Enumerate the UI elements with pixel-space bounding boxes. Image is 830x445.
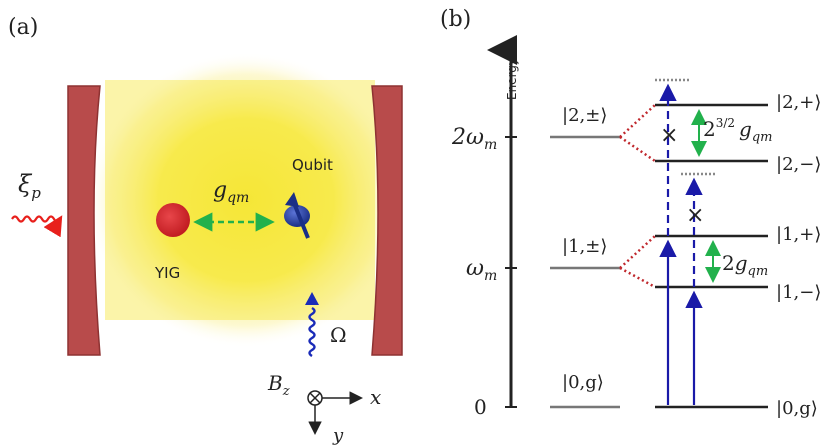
x-axis-label: x [370,385,381,409]
panel-a-label: (a) [8,15,38,40]
state-1-plus: |1,+⟩ [776,224,821,245]
bare-state-1: |1,±⟩ [562,236,607,257]
left-mirror [67,85,101,356]
y-axis-label: y [332,425,344,445]
energy-axis-label: Energy [505,58,519,100]
state-2-minus: |2,−⟩ [776,154,821,175]
panel-b: (b) Energy 0 ωm 2ωm |0,g⟩ |1,±⟩ |2,±⟩ [440,7,821,419]
field-cross-2 [309,392,321,404]
tick-label-omega: ωm [466,256,497,284]
bare-state-2: |2,±⟩ [562,105,607,126]
qubit-label: Qubit [292,156,333,174]
splitting-label-1: 2gqm [722,251,768,279]
state-1-minus: |1,−⟩ [776,282,821,303]
bare-state-0g: |0,g⟩ [562,372,604,393]
blocked-mark-lower: × [686,203,704,228]
splitting-label-2: 23/2 gqm [703,116,773,145]
coupling-label: gqm [213,178,249,206]
state-2-plus: |2,+⟩ [776,92,821,113]
panel-a: (a) ξp YIG gqm Qubit Ω Bz [8,15,406,445]
state-0g: |0,g⟩ [776,398,818,419]
tick-label-2omega: 2ωm [451,125,497,153]
blocked-mark-upper: × [660,123,678,148]
tick-label-0: 0 [474,395,487,419]
omega-wave-head [305,292,319,305]
omega-wave [308,306,316,358]
split-line-1-up [619,235,656,269]
split-line-1-down [619,266,656,289]
cavity-field-glow [86,52,406,348]
yig-label: YIG [154,264,180,282]
drive-wave-arrow [11,215,63,238]
split-line-2-down [619,135,656,163]
cavity-field-core [105,80,375,320]
split-line-2-up [619,104,656,138]
yig-sphere [156,203,190,237]
qubit-spin-head [285,192,299,207]
panel-b-label: (b) [440,7,471,32]
drive-label: ξp [18,170,41,202]
omega-label: Ω [330,323,347,347]
right-mirror [371,85,403,356]
field-label: Bz [267,371,290,399]
